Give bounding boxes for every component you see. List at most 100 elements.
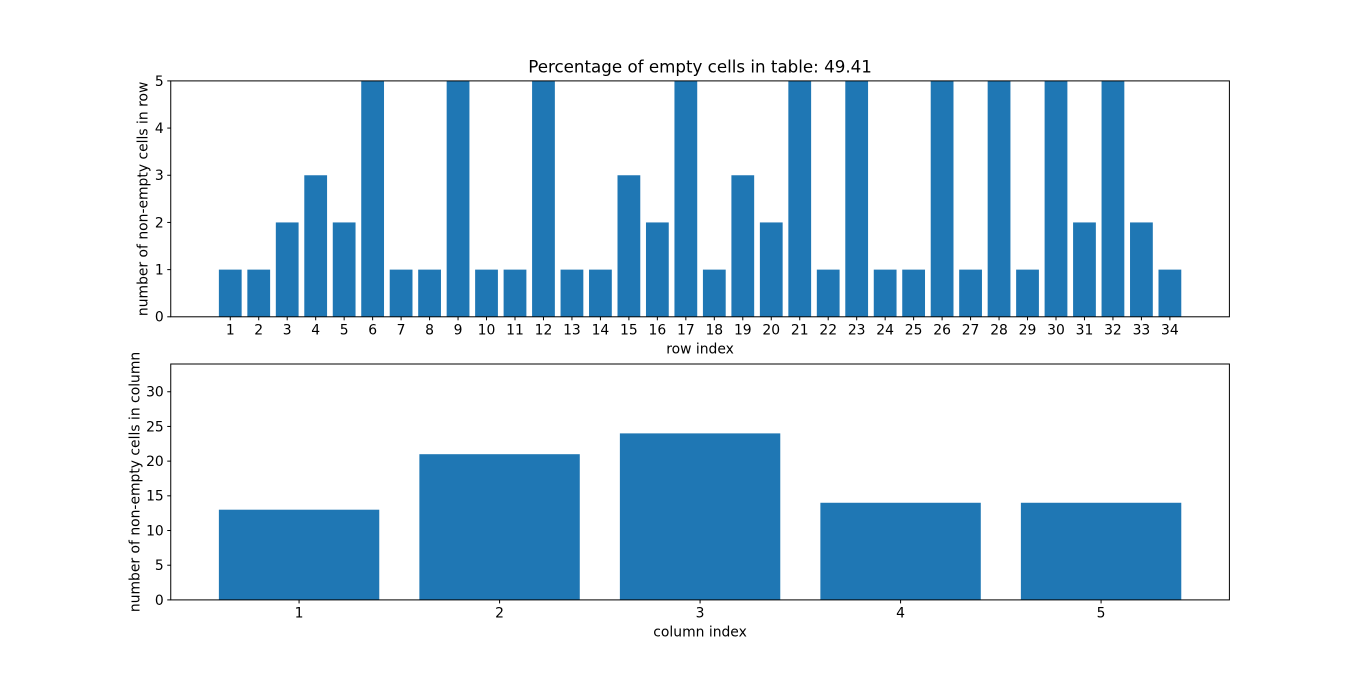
x-tick-label: 5 <box>1097 606 1106 622</box>
axes-frame <box>170 80 1230 318</box>
bar <box>446 80 470 317</box>
x-tick-label: 3 <box>283 322 292 338</box>
x-tick-label: 23 <box>848 322 866 338</box>
bar <box>731 175 755 317</box>
x-tick-label: 16 <box>649 322 667 338</box>
bar <box>759 222 783 317</box>
bar <box>475 269 498 317</box>
x-tick-label: 18 <box>705 322 723 338</box>
y-axis-label: number of non-empty cells in column <box>128 352 144 612</box>
x-tick-label: 2 <box>495 606 504 622</box>
bar <box>987 80 1011 317</box>
x-tick-label: 28 <box>990 322 1008 338</box>
x-axis-label: column index <box>653 624 747 640</box>
bar <box>1130 222 1153 317</box>
bar <box>1016 269 1039 317</box>
x-tick-label: 19 <box>734 322 752 338</box>
x-axis-label: row index <box>666 341 734 357</box>
bar <box>645 222 669 317</box>
x-tick-label: 6 <box>368 322 377 338</box>
x-tick-label: 24 <box>876 322 894 338</box>
x-tick-label: 5 <box>340 322 349 338</box>
bar <box>788 80 812 317</box>
x-tick-label: 10 <box>478 322 496 338</box>
bar <box>930 80 954 317</box>
bar <box>589 269 612 317</box>
y-tick-label: 0 <box>155 310 164 326</box>
bar <box>873 269 897 317</box>
bar <box>1101 80 1125 317</box>
bar <box>820 502 981 600</box>
bar <box>674 80 698 317</box>
y-tick-label: 3 <box>155 168 164 184</box>
bar <box>1020 502 1182 600</box>
bar <box>1073 222 1096 317</box>
y-tick-label: 25 <box>146 419 164 435</box>
bar <box>532 80 555 317</box>
bar <box>902 269 926 317</box>
y-tick-label: 10 <box>146 523 164 539</box>
bar <box>218 509 380 600</box>
bar <box>361 80 385 317</box>
x-tick-label: 25 <box>905 322 923 338</box>
x-tick-label: 4 <box>896 606 905 622</box>
bar <box>304 175 328 317</box>
y-tick-label: 4 <box>155 121 164 137</box>
x-tick-label: 14 <box>592 322 610 338</box>
bar <box>418 269 441 317</box>
y-tick-label: 2 <box>155 215 164 231</box>
x-tick-label: 22 <box>819 322 837 338</box>
x-tick-label: 2 <box>254 322 263 338</box>
bar <box>275 222 299 317</box>
x-tick-label: 15 <box>620 322 638 338</box>
bar <box>816 269 840 317</box>
x-tick-label: 31 <box>1076 322 1094 338</box>
x-tick-label: 33 <box>1133 322 1151 338</box>
chart-title: Percentage of empty cells in table: 49.4… <box>528 56 872 76</box>
bar <box>419 454 580 600</box>
x-tick-label: 9 <box>454 322 463 338</box>
bar <box>959 269 982 317</box>
bar <box>332 222 356 317</box>
bar <box>560 269 584 317</box>
x-tick-label: 27 <box>962 322 980 338</box>
y-tick-label: 30 <box>146 385 164 401</box>
x-tick-label: 1 <box>295 606 304 622</box>
x-tick-label: 4 <box>311 322 320 338</box>
x-tick-label: 8 <box>425 322 434 338</box>
x-tick-label: 29 <box>1019 322 1037 338</box>
column-chart: 1 2 3 4 5 0 5 10 15 20 25 30 column index number of n… <box>128 352 1230 640</box>
x-tick-label: 13 <box>563 322 581 338</box>
x-tick-label: 3 <box>696 606 705 622</box>
x-tick-label: 7 <box>397 322 406 338</box>
bar <box>619 433 781 600</box>
x-tick-label: 30 <box>1047 322 1065 338</box>
x-tick-label: 32 <box>1104 322 1122 338</box>
bar <box>218 269 242 317</box>
bar <box>1158 269 1182 317</box>
x-tick-label: 12 <box>535 322 553 338</box>
y-axis-label: number of non-empty cells in row <box>136 82 152 316</box>
y-tick-label: 5 <box>155 558 164 574</box>
y-tick-label: 5 <box>155 74 164 90</box>
y-tick-label: 20 <box>146 454 164 470</box>
y-tick-label: 0 <box>155 593 164 609</box>
x-tick-label: 34 <box>1161 322 1179 338</box>
x-tick-label: 1 <box>226 322 235 338</box>
bar <box>389 269 413 317</box>
bar <box>617 175 641 317</box>
x-tick-label: 11 <box>506 322 524 338</box>
bar <box>702 269 726 317</box>
bar <box>1044 80 1068 317</box>
x-tick-label: 21 <box>791 322 809 338</box>
row-chart: 1 2 3 4 5 6 7 8 9 10 11 12 13 14 15 16 17 18 19 20 21 22 23 24 2… <box>136 56 1230 357</box>
bar <box>503 269 527 317</box>
x-tick-label: 17 <box>677 322 695 338</box>
bar <box>247 269 271 317</box>
bar <box>845 80 869 317</box>
x-tick-label: 26 <box>933 322 951 338</box>
y-tick-label: 1 <box>155 263 164 279</box>
y-tick-label: 15 <box>146 489 164 505</box>
